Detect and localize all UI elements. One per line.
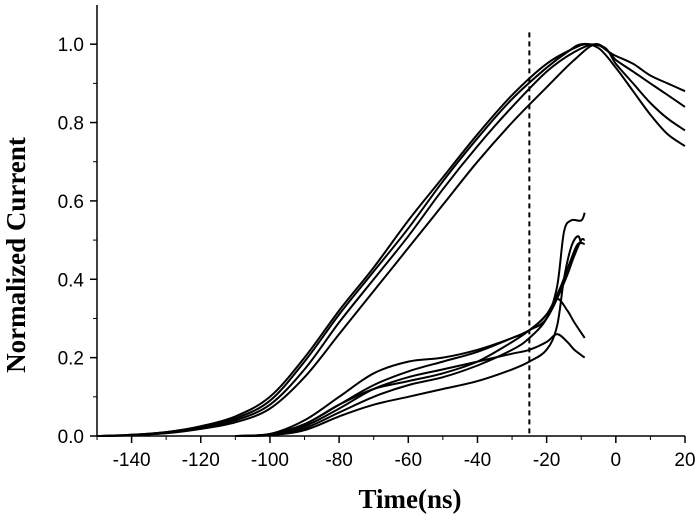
- x-tick-label: -80: [325, 450, 352, 471]
- series-layer: [96, 42, 686, 437]
- series-line-8: [235, 212, 586, 437]
- x-tick-label: 0: [611, 450, 622, 471]
- y-tick-label: 0.4: [58, 270, 85, 291]
- series-line-3: [96, 43, 686, 437]
- y-tick-label: 0.0: [58, 427, 84, 448]
- x-tick-label: -120: [182, 450, 220, 471]
- series-line-9: [235, 241, 585, 437]
- series-line-2: [96, 42, 686, 437]
- ticks-layer: -140 -120 -100 -80 -60 -40 -20 0 20 0.0 0.2 0.4 0.6 0…: [58, 35, 696, 471]
- x-tick-label: -60: [395, 450, 422, 471]
- series-line-4: [96, 43, 686, 437]
- x-tick-label: -20: [533, 450, 560, 471]
- x-tick-label: -40: [464, 450, 491, 471]
- series-line-5: [235, 297, 586, 437]
- x-tick-label: 20: [674, 450, 695, 471]
- series-line-10: [235, 235, 583, 437]
- y-axis-title: Normalized Current: [1, 137, 31, 373]
- series-line-1: [96, 43, 686, 437]
- y-tick-label: 1.0: [58, 35, 84, 56]
- x-tick-label: -100: [251, 450, 289, 471]
- axes-layer: [96, 5, 685, 437]
- y-tick-label: 0.6: [58, 192, 84, 213]
- series-line-7: [235, 237, 586, 437]
- y-tick-label: 0.8: [58, 114, 84, 135]
- x-axis-title: Time(ns): [358, 484, 461, 514]
- x-tick-label: -140: [113, 450, 151, 471]
- y-tick-label: 0.2: [58, 349, 84, 370]
